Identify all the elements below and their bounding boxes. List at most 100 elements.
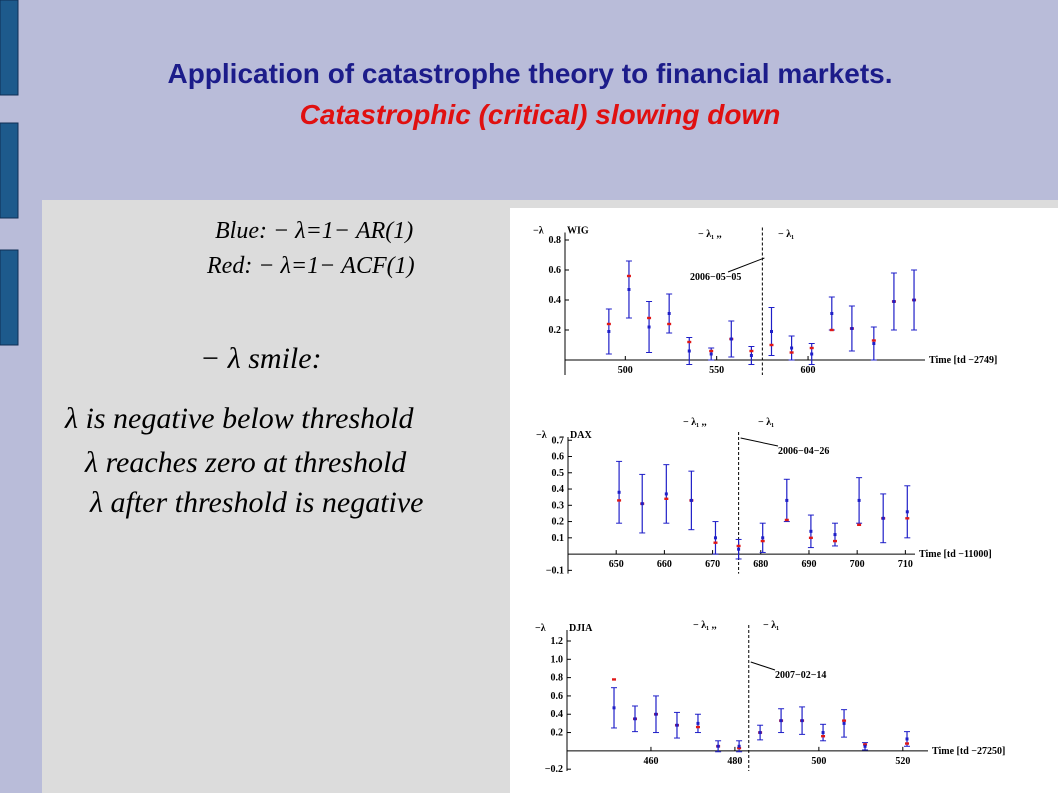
red-point bbox=[809, 346, 814, 350]
side-block bbox=[0, 122, 19, 219]
blue-point bbox=[640, 502, 644, 506]
blue-point bbox=[881, 516, 885, 520]
blue-point bbox=[850, 327, 854, 330]
annotation: − λ₁ bbox=[758, 417, 774, 428]
red-point bbox=[687, 340, 692, 344]
blue-point bbox=[758, 731, 762, 735]
side-block bbox=[0, 0, 19, 96]
blue-point bbox=[892, 300, 896, 303]
red-point bbox=[612, 678, 617, 681]
y-label: −λ bbox=[535, 623, 546, 634]
blue-point bbox=[830, 312, 834, 315]
y-tick-label: 0.2 bbox=[552, 517, 565, 528]
date-arrow bbox=[750, 661, 776, 671]
annotation: − λ₁ bbox=[778, 229, 794, 240]
blue-point bbox=[607, 330, 611, 333]
red-point bbox=[713, 541, 718, 544]
x-tick-label: 700 bbox=[850, 559, 865, 570]
blue-point bbox=[810, 352, 814, 356]
y-tick-label: 0.1 bbox=[552, 533, 565, 544]
x-tick-label: 690 bbox=[801, 559, 816, 570]
x-tick-label: 480 bbox=[727, 756, 742, 767]
red-point bbox=[857, 523, 862, 527]
blue-point bbox=[654, 712, 658, 716]
x-tick-label: 520 bbox=[895, 756, 910, 767]
red-point bbox=[789, 351, 794, 354]
blue-point bbox=[633, 717, 637, 721]
date-label: 2006−04−26 bbox=[778, 446, 829, 457]
date-label: 2007−02−14 bbox=[775, 670, 826, 681]
red-point bbox=[749, 349, 754, 353]
formula: Blue: − λ=1− AR(1) bbox=[215, 218, 413, 244]
y-tick-label: 0.7 bbox=[552, 435, 565, 446]
blue-point bbox=[675, 723, 679, 727]
slide-title: Application of catastrophe theory to fin… bbox=[167, 58, 892, 89]
red-point bbox=[905, 742, 910, 745]
y-tick-label: 0.6 bbox=[551, 691, 564, 702]
x-tick-label: 650 bbox=[609, 559, 624, 570]
blue-point bbox=[617, 490, 621, 494]
blue-point bbox=[612, 706, 616, 710]
blue-point bbox=[749, 354, 753, 357]
slide-subtitle: Catastrophic (critical) slowing down bbox=[300, 99, 781, 130]
blue-point bbox=[809, 529, 813, 533]
blue-point bbox=[912, 298, 916, 302]
blue-point bbox=[737, 744, 741, 748]
red-point bbox=[737, 746, 742, 750]
y-tick-label: −0.1 bbox=[546, 565, 564, 576]
smile-heading: − λ smile: bbox=[200, 342, 322, 375]
y-tick-label: 1.0 bbox=[551, 654, 564, 665]
smile-line: λ after threshold is negative bbox=[89, 486, 424, 519]
x-tick-label: 600 bbox=[801, 365, 816, 376]
red-point bbox=[667, 322, 672, 326]
date-arrow bbox=[740, 437, 779, 447]
x-label: Time [td −2749] bbox=[929, 355, 997, 366]
y-tick-label: 0.8 bbox=[551, 673, 564, 684]
chart-panel bbox=[510, 208, 1058, 793]
red-point bbox=[736, 544, 741, 548]
red-point bbox=[626, 274, 631, 278]
date-label: 2006−05−05 bbox=[690, 272, 741, 283]
red-point bbox=[647, 316, 652, 320]
x-tick-label: 670 bbox=[705, 559, 720, 570]
blue-point bbox=[689, 498, 693, 502]
x-tick-label: 500 bbox=[618, 365, 633, 376]
y-tick-label: 0.6 bbox=[549, 265, 562, 276]
blue-point bbox=[687, 349, 691, 353]
blue-point bbox=[833, 533, 837, 537]
y-tick-label: 0.4 bbox=[552, 484, 565, 495]
blue-point bbox=[647, 325, 651, 329]
date-arrow bbox=[727, 257, 765, 273]
blue-point bbox=[790, 346, 794, 350]
y-tick-label: 0.4 bbox=[549, 295, 562, 306]
red-point bbox=[829, 328, 834, 332]
red-point bbox=[871, 339, 876, 342]
y-tick-label: 0.3 bbox=[552, 500, 565, 511]
chart-title: DJIA bbox=[569, 623, 593, 634]
annotation: − λ₁ ,, bbox=[693, 620, 717, 631]
blue-point bbox=[737, 547, 741, 551]
formula: Red: − λ=1− ACF(1) bbox=[206, 253, 415, 279]
red-point bbox=[832, 539, 837, 543]
y-tick-label: 0.6 bbox=[552, 452, 565, 463]
blue-point bbox=[857, 498, 861, 502]
y-tick-label: 1.2 bbox=[551, 636, 564, 647]
smile-line: λ is negative below threshold bbox=[64, 402, 415, 435]
blue-point bbox=[696, 721, 700, 725]
x-label: Time [td −11000] bbox=[919, 549, 992, 560]
blue-point bbox=[664, 492, 668, 496]
x-tick-label: 460 bbox=[643, 756, 658, 767]
red-point bbox=[842, 719, 847, 722]
blue-point bbox=[785, 498, 789, 502]
red-point bbox=[709, 349, 714, 353]
x-tick-label: 550 bbox=[709, 365, 724, 376]
annotation: − λ₁ ,, bbox=[698, 229, 722, 240]
smile-line: λ reaches zero at threshold bbox=[84, 446, 407, 479]
blue-point bbox=[709, 352, 713, 356]
blue-point bbox=[872, 342, 876, 345]
red-point bbox=[664, 497, 669, 500]
chart-title: DAX bbox=[570, 430, 592, 441]
red-point bbox=[808, 536, 813, 540]
red-point bbox=[695, 725, 700, 729]
blue-point bbox=[729, 337, 733, 341]
